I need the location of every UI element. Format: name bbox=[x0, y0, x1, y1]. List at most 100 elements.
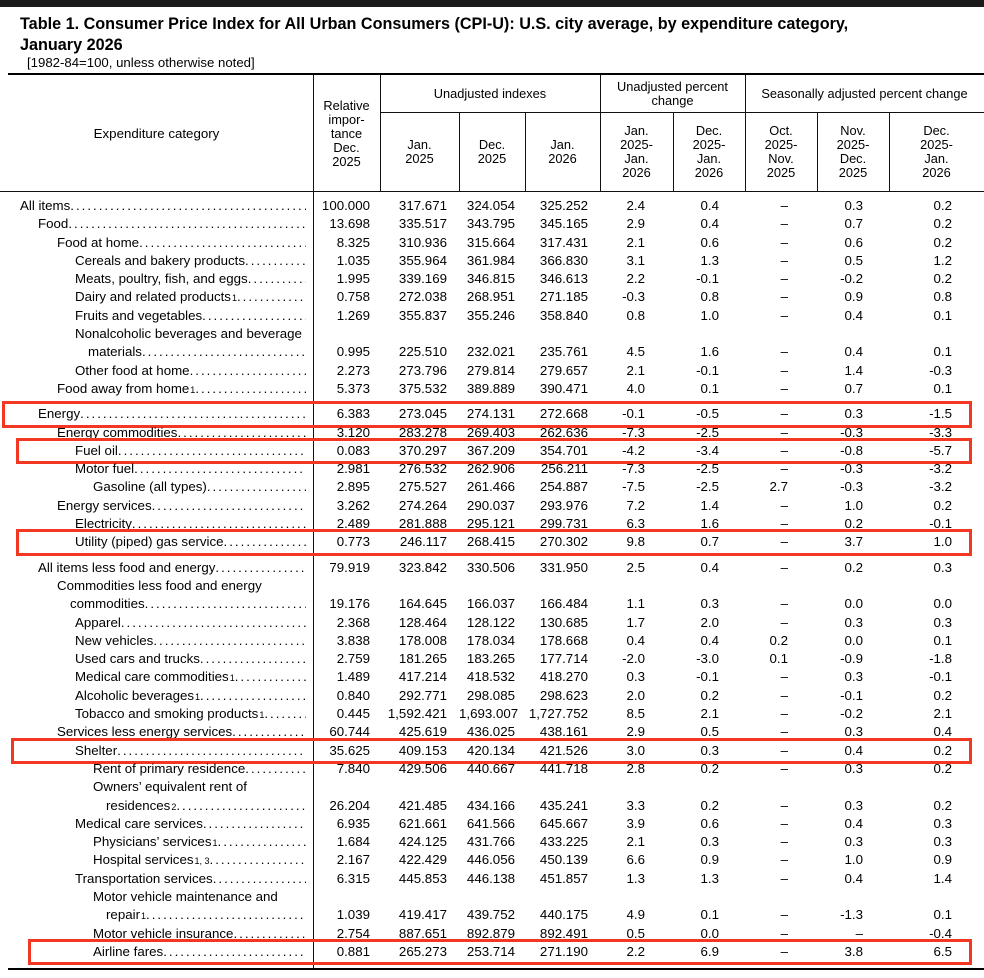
dot-leader bbox=[146, 906, 306, 924]
value-cell: 0.7 bbox=[700, 534, 720, 550]
header-bottom-rule bbox=[0, 191, 984, 192]
table-row: Motor vehicle insurance 2.754 887.651 892.8… bbox=[0, 925, 984, 943]
value-cell: 1.4 bbox=[844, 362, 864, 378]
value-cell: 9.8 bbox=[626, 534, 646, 550]
table-row: Services less energy services 60.744 425.6… bbox=[0, 723, 984, 741]
value-cell: 2.895 bbox=[336, 479, 370, 495]
value-cell: 390.471 bbox=[539, 380, 588, 396]
value-cell: 0.881 bbox=[336, 943, 370, 959]
value-cell: -3.3 bbox=[929, 424, 952, 440]
value-cell: 439.752 bbox=[466, 907, 515, 923]
value-cell: 0.3 bbox=[700, 834, 720, 850]
category-label: Motor fuel bbox=[75, 461, 135, 477]
value-cell: 0.4 bbox=[844, 870, 864, 886]
value-cell: -5.7 bbox=[929, 442, 952, 458]
col-header-dec2025-jan2026: Dec. 2025- Jan. 2026 bbox=[692, 123, 726, 180]
value-cell: 1,693.007 bbox=[459, 706, 519, 722]
value-cell: 269.403 bbox=[466, 424, 515, 440]
col-header-relative-importance: Relative impor- tance Dec. 2025 bbox=[323, 97, 370, 169]
value-cell: -0.9 bbox=[840, 651, 863, 667]
value-cell: 0.2 bbox=[933, 216, 953, 232]
dot-leader bbox=[207, 478, 306, 496]
expenditure-category-cell: All items less food and energy bbox=[0, 559, 313, 577]
value-cell: -0.4 bbox=[929, 925, 952, 941]
value-cell: 1.269 bbox=[336, 307, 370, 323]
value-cell: – bbox=[780, 380, 788, 396]
value-cell: – bbox=[780, 742, 788, 758]
value-cell: – bbox=[780, 289, 788, 305]
value-cell: 3.9 bbox=[626, 815, 646, 831]
expenditure-category-cell: Alcoholic beverages 1 bbox=[0, 687, 313, 705]
value-cell: 6.9 bbox=[700, 943, 720, 959]
value-cell: 281.888 bbox=[398, 516, 447, 532]
expenditure-category-cell: Electricity bbox=[0, 515, 313, 533]
dot-leader bbox=[80, 405, 306, 423]
value-cell: 418.270 bbox=[539, 669, 588, 685]
value-cell: -0.2 bbox=[840, 706, 863, 722]
table-row: Cereals and bakery products 1.035 355.964 3… bbox=[0, 252, 984, 270]
value-cell: 274.131 bbox=[466, 406, 515, 422]
table-row: Meats, poultry, fish, and eggs 1.995 339.1… bbox=[0, 270, 984, 288]
value-cell: 422.429 bbox=[398, 852, 447, 868]
table-row: All items 100.000 317.671 324.054 325.252 2.4… bbox=[0, 197, 984, 215]
value-cell: 0.2 bbox=[933, 271, 953, 287]
expenditure-category-cell: Airline fares bbox=[0, 943, 313, 961]
value-cell: 641.566 bbox=[466, 815, 515, 831]
value-cell: -1.3 bbox=[840, 907, 863, 923]
value-cell: 2.2 bbox=[626, 943, 646, 959]
value-cell: 270.302 bbox=[539, 534, 588, 550]
value-cell: 450.139 bbox=[539, 852, 588, 868]
category-label: Food away from home bbox=[57, 380, 190, 396]
value-cell: 1.3 bbox=[700, 252, 720, 268]
value-cell: – bbox=[780, 852, 788, 868]
value-cell: – bbox=[780, 907, 788, 923]
value-cell: 268.951 bbox=[466, 289, 515, 305]
value-cell: 1.035 bbox=[336, 252, 370, 268]
value-cell: 6.315 bbox=[336, 870, 370, 886]
value-cell: – bbox=[780, 406, 788, 422]
value-cell: 273.796 bbox=[398, 362, 447, 378]
expenditure-category-cell: New vehicles bbox=[0, 632, 313, 650]
table-row: Other food at home 2.273 273.796 279.814 279… bbox=[0, 362, 984, 380]
value-cell: 331.950 bbox=[539, 559, 588, 575]
value-cell: 8.325 bbox=[336, 234, 370, 250]
value-cell: 6.383 bbox=[336, 406, 370, 422]
value-cell: 235.761 bbox=[539, 344, 588, 360]
value-cell: 0.6 bbox=[844, 234, 864, 250]
value-cell: 0.3 bbox=[844, 614, 864, 630]
value-cell: 323.842 bbox=[398, 559, 447, 575]
value-cell: 0.995 bbox=[336, 344, 370, 360]
value-cell: 1.4 bbox=[700, 497, 720, 513]
value-cell: 26.204 bbox=[329, 797, 370, 813]
col-header-jan-2026: Jan. 2026 bbox=[548, 137, 577, 166]
group-header-unadjusted-indexes: Unadjusted indexes bbox=[433, 85, 547, 101]
category-label: Food bbox=[38, 216, 69, 232]
value-cell: 177.714 bbox=[539, 651, 588, 667]
value-cell: 2.368 bbox=[336, 614, 370, 630]
value-cell: 409.153 bbox=[398, 742, 447, 758]
value-cell: 1.684 bbox=[336, 834, 370, 850]
col-header-nov2025-dec2025: Nov. 2025- Dec. 2025 bbox=[836, 123, 870, 180]
value-cell: – bbox=[780, 497, 788, 513]
value-cell: 0.8 bbox=[700, 289, 720, 305]
value-cell: 417.214 bbox=[398, 669, 447, 685]
category-label: Nonalcoholic beverages and beverage bbox=[75, 326, 302, 342]
dot-leader bbox=[152, 497, 306, 515]
value-cell: -2.5 bbox=[696, 461, 719, 477]
expenditure-category-cell: Owners’ equivalent rent of residences 2 bbox=[0, 778, 313, 815]
value-cell: 1.2 bbox=[933, 252, 953, 268]
table-row: Utility (piped) gas service 0.773 246.117 2… bbox=[0, 529, 984, 556]
value-cell: 892.491 bbox=[539, 925, 588, 941]
expenditure-category-cell: Gasoline (all types) bbox=[0, 478, 313, 496]
category-label: Commodities less food and energy bbox=[57, 577, 262, 593]
value-cell: 1.1 bbox=[626, 596, 646, 612]
dot-leader bbox=[213, 870, 306, 888]
group-underline bbox=[380, 112, 984, 113]
table-row: Motor vehicle maintenance andrepair11.03… bbox=[0, 888, 984, 925]
category-label: All items bbox=[20, 198, 71, 213]
value-cell: 6.5 bbox=[933, 943, 953, 959]
value-cell: 0.4 bbox=[700, 559, 720, 575]
